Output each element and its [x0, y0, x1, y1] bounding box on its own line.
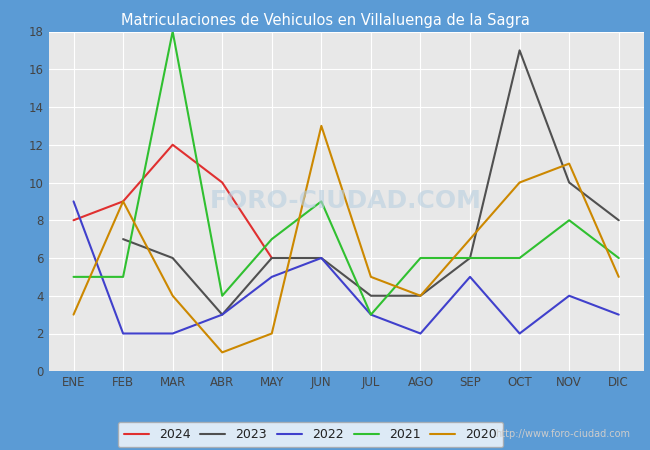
Text: Matriculaciones de Vehiculos en Villaluenga de la Sagra: Matriculaciones de Vehiculos en Villalue… [120, 13, 530, 28]
Text: FORO-CIUDAD.COM: FORO-CIUDAD.COM [210, 189, 482, 213]
Text: http://www.foro-ciudad.com: http://www.foro-ciudad.com [495, 429, 630, 439]
Legend: 2024, 2023, 2022, 2021, 2020: 2024, 2023, 2022, 2021, 2020 [118, 422, 503, 447]
